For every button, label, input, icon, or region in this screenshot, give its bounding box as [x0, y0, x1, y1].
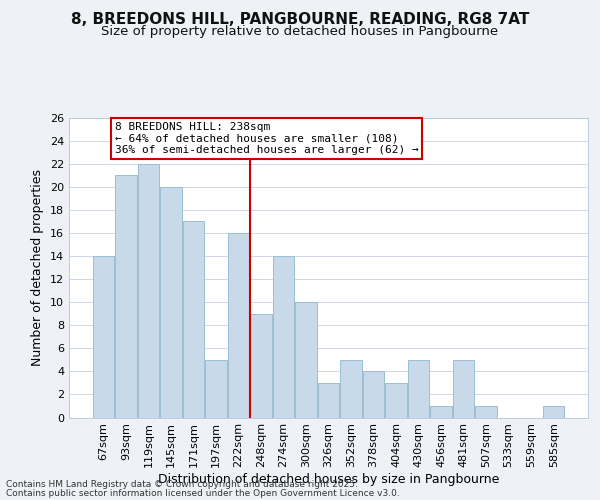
Bar	[475, 406, 497, 417]
Bar	[273, 256, 294, 418]
Text: Size of property relative to detached houses in Pangbourne: Size of property relative to detached ho…	[101, 25, 499, 38]
Bar	[92, 256, 114, 418]
X-axis label: Distribution of detached houses by size in Pangbourne: Distribution of detached houses by size …	[158, 473, 499, 486]
Bar	[228, 233, 249, 418]
Text: 8, BREEDONS HILL, PANGBOURNE, READING, RG8 7AT: 8, BREEDONS HILL, PANGBOURNE, READING, R…	[71, 12, 529, 28]
Bar	[318, 383, 339, 418]
Y-axis label: Number of detached properties: Number of detached properties	[31, 169, 44, 366]
Bar	[340, 360, 362, 418]
Bar	[430, 406, 452, 417]
Bar	[115, 175, 137, 418]
Bar	[543, 406, 565, 417]
Bar	[408, 360, 429, 418]
Text: 8 BREEDONS HILL: 238sqm
← 64% of detached houses are smaller (108)
36% of semi-d: 8 BREEDONS HILL: 238sqm ← 64% of detache…	[115, 122, 418, 156]
Bar	[160, 186, 182, 418]
Bar	[137, 164, 159, 418]
Bar	[453, 360, 475, 418]
Text: Contains public sector information licensed under the Open Government Licence v3: Contains public sector information licen…	[6, 489, 400, 498]
Bar	[385, 383, 407, 418]
Text: Contains HM Land Registry data © Crown copyright and database right 2025.: Contains HM Land Registry data © Crown c…	[6, 480, 358, 489]
Bar	[363, 372, 384, 418]
Bar	[205, 360, 227, 418]
Bar	[295, 302, 317, 418]
Bar	[182, 222, 204, 418]
Bar	[250, 314, 272, 418]
